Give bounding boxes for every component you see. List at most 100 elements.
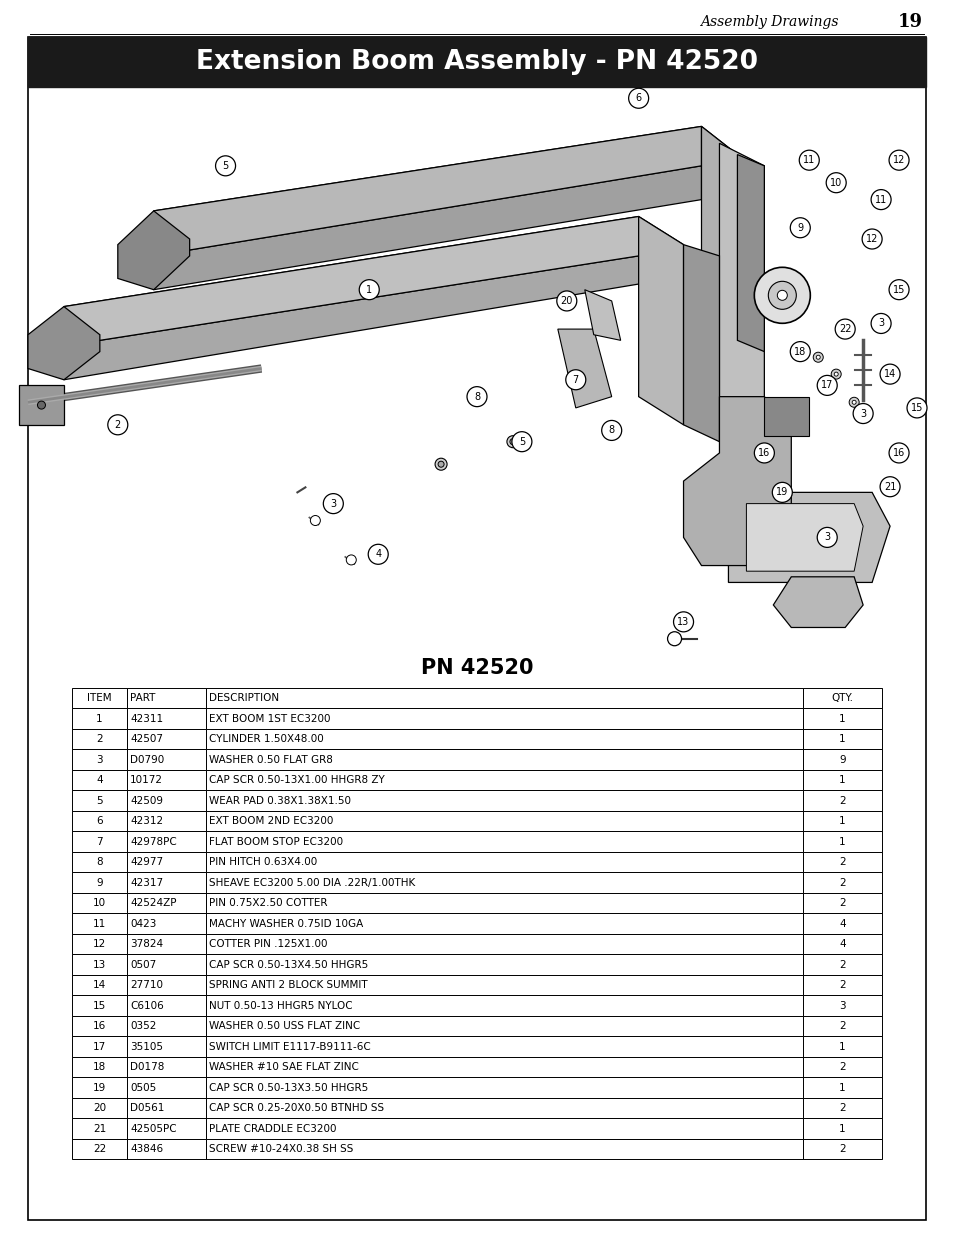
Bar	[801, 1057, 882, 1077]
Bar	[127, 750, 206, 769]
Text: 3: 3	[823, 532, 829, 542]
Text: 2: 2	[838, 1103, 844, 1113]
Bar	[801, 1119, 882, 1139]
Text: 2: 2	[838, 878, 844, 888]
Text: 9: 9	[96, 878, 103, 888]
Circle shape	[215, 156, 235, 175]
Bar	[71, 831, 127, 852]
Polygon shape	[745, 504, 862, 571]
Text: 1: 1	[838, 1042, 844, 1052]
Text: DESCRIPTION: DESCRIPTION	[210, 693, 279, 703]
Bar	[71, 872, 127, 893]
Circle shape	[510, 438, 516, 445]
Text: 1: 1	[366, 285, 372, 295]
Text: 27710: 27710	[130, 981, 163, 990]
Polygon shape	[153, 126, 700, 256]
Bar	[71, 811, 127, 831]
Circle shape	[830, 369, 841, 379]
Text: CAP SCR 0.25-20X0.50 BTNHD SS: CAP SCR 0.25-20X0.50 BTNHD SS	[210, 1103, 384, 1113]
Text: 16: 16	[92, 1021, 106, 1031]
Bar	[801, 934, 882, 955]
Circle shape	[851, 400, 855, 404]
Text: 5: 5	[222, 161, 229, 170]
Bar	[206, 914, 801, 934]
Bar	[801, 709, 882, 729]
Text: 3: 3	[330, 499, 336, 509]
Bar	[127, 852, 206, 872]
Circle shape	[437, 461, 443, 467]
Bar	[127, 1098, 206, 1119]
Bar	[801, 729, 882, 750]
Bar	[71, 893, 127, 914]
Circle shape	[359, 279, 379, 300]
Circle shape	[754, 267, 809, 324]
Bar	[206, 1036, 801, 1057]
Polygon shape	[728, 493, 889, 583]
Polygon shape	[19, 385, 64, 425]
Polygon shape	[737, 154, 763, 352]
Bar	[206, 709, 801, 729]
Text: PLATE CRADDLE EC3200: PLATE CRADDLE EC3200	[210, 1124, 336, 1134]
Text: 12: 12	[865, 233, 878, 245]
Bar	[801, 1139, 882, 1160]
Text: 2: 2	[838, 898, 844, 908]
Bar	[127, 769, 206, 790]
Circle shape	[888, 443, 908, 463]
Text: 35105: 35105	[130, 1042, 163, 1052]
Bar	[127, 790, 206, 811]
Circle shape	[812, 352, 822, 362]
Text: 42507: 42507	[130, 735, 163, 745]
Text: Assembly Drawings: Assembly Drawings	[700, 15, 838, 28]
Bar	[801, 688, 882, 709]
Text: 1: 1	[838, 776, 844, 785]
Text: 2: 2	[96, 735, 103, 745]
Text: 0505: 0505	[130, 1083, 156, 1093]
Bar	[206, 769, 801, 790]
Circle shape	[817, 375, 837, 395]
Circle shape	[601, 420, 621, 441]
Text: WASHER 0.50 USS FLAT ZINC: WASHER 0.50 USS FLAT ZINC	[210, 1021, 360, 1031]
Text: 19: 19	[897, 14, 923, 31]
Bar	[127, 1036, 206, 1057]
Text: 5: 5	[518, 437, 524, 447]
Text: SCREW #10-24X0.38 SH SS: SCREW #10-24X0.38 SH SS	[210, 1145, 354, 1155]
Text: 4: 4	[375, 550, 381, 559]
Circle shape	[817, 527, 837, 547]
Bar	[206, 1016, 801, 1036]
Text: FLAT BOOM STOP EC3200: FLAT BOOM STOP EC3200	[210, 837, 343, 847]
Bar	[206, 893, 801, 914]
Text: 13: 13	[677, 616, 689, 627]
Text: 3: 3	[96, 755, 103, 764]
Text: 1: 1	[838, 735, 844, 745]
Bar	[801, 769, 882, 790]
Bar	[801, 852, 882, 872]
Text: 42978PC: 42978PC	[130, 837, 176, 847]
Bar	[206, 1139, 801, 1160]
Circle shape	[512, 432, 532, 452]
Bar	[71, 1139, 127, 1160]
Text: EXT BOOM 1ST EC3200: EXT BOOM 1ST EC3200	[210, 714, 331, 724]
Circle shape	[870, 190, 890, 210]
Text: 4: 4	[838, 919, 844, 929]
Bar	[71, 955, 127, 974]
Text: 22: 22	[838, 324, 850, 335]
Circle shape	[467, 387, 486, 406]
Text: WEAR PAD 0.38X1.38X1.50: WEAR PAD 0.38X1.38X1.50	[210, 795, 351, 805]
Text: 15: 15	[910, 403, 923, 412]
Text: 2: 2	[838, 1021, 844, 1031]
Circle shape	[323, 494, 343, 514]
Bar	[206, 955, 801, 974]
Text: 21: 21	[883, 482, 895, 492]
Bar	[71, 790, 127, 811]
Text: CAP SCR 0.50-13X3.50 HHGR5: CAP SCR 0.50-13X3.50 HHGR5	[210, 1083, 368, 1093]
Circle shape	[862, 228, 882, 249]
Bar	[206, 1077, 801, 1098]
Text: 16: 16	[892, 448, 904, 458]
Text: 8: 8	[474, 391, 479, 401]
Bar	[801, 995, 882, 1016]
Text: COTTER PIN .125X1.00: COTTER PIN .125X1.00	[210, 940, 328, 950]
Text: QTY.: QTY.	[830, 693, 852, 703]
Bar	[206, 995, 801, 1016]
Text: 11: 11	[874, 195, 886, 205]
Circle shape	[767, 282, 796, 309]
